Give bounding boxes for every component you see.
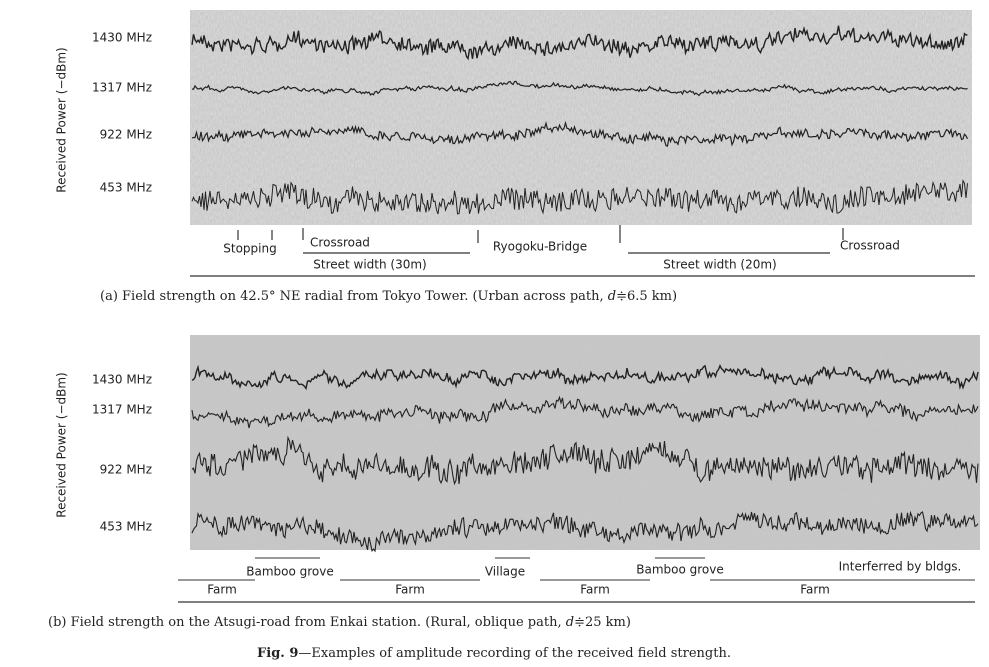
panel-b: Received Power (−dBm) 1430 MHz 1317 MHz … xyxy=(48,335,980,630)
annotation: Interferred by bldgs. xyxy=(839,560,962,574)
annotation: Stopping xyxy=(223,242,276,256)
channel-label: 453 MHz xyxy=(100,520,152,534)
caption-text: (a) Field strength on 42.5° NE radial fr… xyxy=(100,289,608,304)
figure: Received Power (−dBm) 1430 MHz 1317 MHz … xyxy=(0,0,989,667)
panel-a: Received Power (−dBm) 1430 MHz 1317 MHz … xyxy=(55,10,976,304)
figure-caption-text: —Examples of amplitude recording of the … xyxy=(298,646,731,661)
annotation: Village xyxy=(485,565,525,579)
panel-caption: (b) Field strength on the Atsugi-road fr… xyxy=(48,615,631,630)
channel-label: 922 MHz xyxy=(100,463,152,477)
caption-text: (b) Field strength on the Atsugi-road fr… xyxy=(48,615,566,630)
annotation: Farm xyxy=(800,583,830,597)
annotation: Crossroad xyxy=(840,239,900,253)
annotation: Crossroad xyxy=(310,236,370,250)
annotation: Farm xyxy=(580,583,610,597)
channel-label: 922 MHz xyxy=(100,128,152,142)
annotation: Street width (30m) xyxy=(313,258,427,272)
annotation: Street width (20m) xyxy=(663,258,777,272)
annotation: Bamboo grove xyxy=(636,563,724,577)
annotation: Farm xyxy=(395,583,425,597)
channel-label: 1317 MHz xyxy=(92,81,152,95)
caption-variable: d xyxy=(608,289,616,304)
y-axis-label: Received Power (−dBm) xyxy=(55,47,69,192)
annotation: Bamboo grove xyxy=(246,565,334,579)
annotation: Ryogoku-Bridge xyxy=(493,240,587,254)
panel-caption: (a) Field strength on 42.5° NE radial fr… xyxy=(100,289,677,304)
channel-label: 453 MHz xyxy=(100,181,152,195)
channel-label: 1430 MHz xyxy=(92,31,152,45)
caption-text: ≑25 km) xyxy=(574,615,631,630)
channel-label: 1430 MHz xyxy=(92,373,152,387)
channel-label: 1317 MHz xyxy=(92,403,152,417)
annotation: Farm xyxy=(207,583,237,597)
figure-label: Fig. 9 xyxy=(257,646,298,661)
y-axis-label: Received Power (−dBm) xyxy=(55,372,69,517)
recording-grain xyxy=(190,335,980,550)
caption-text: ≑6.5 km) xyxy=(616,289,677,304)
caption-variable: d xyxy=(566,615,574,630)
figure-caption: Fig. 9—Examples of amplitude recording o… xyxy=(257,646,731,661)
